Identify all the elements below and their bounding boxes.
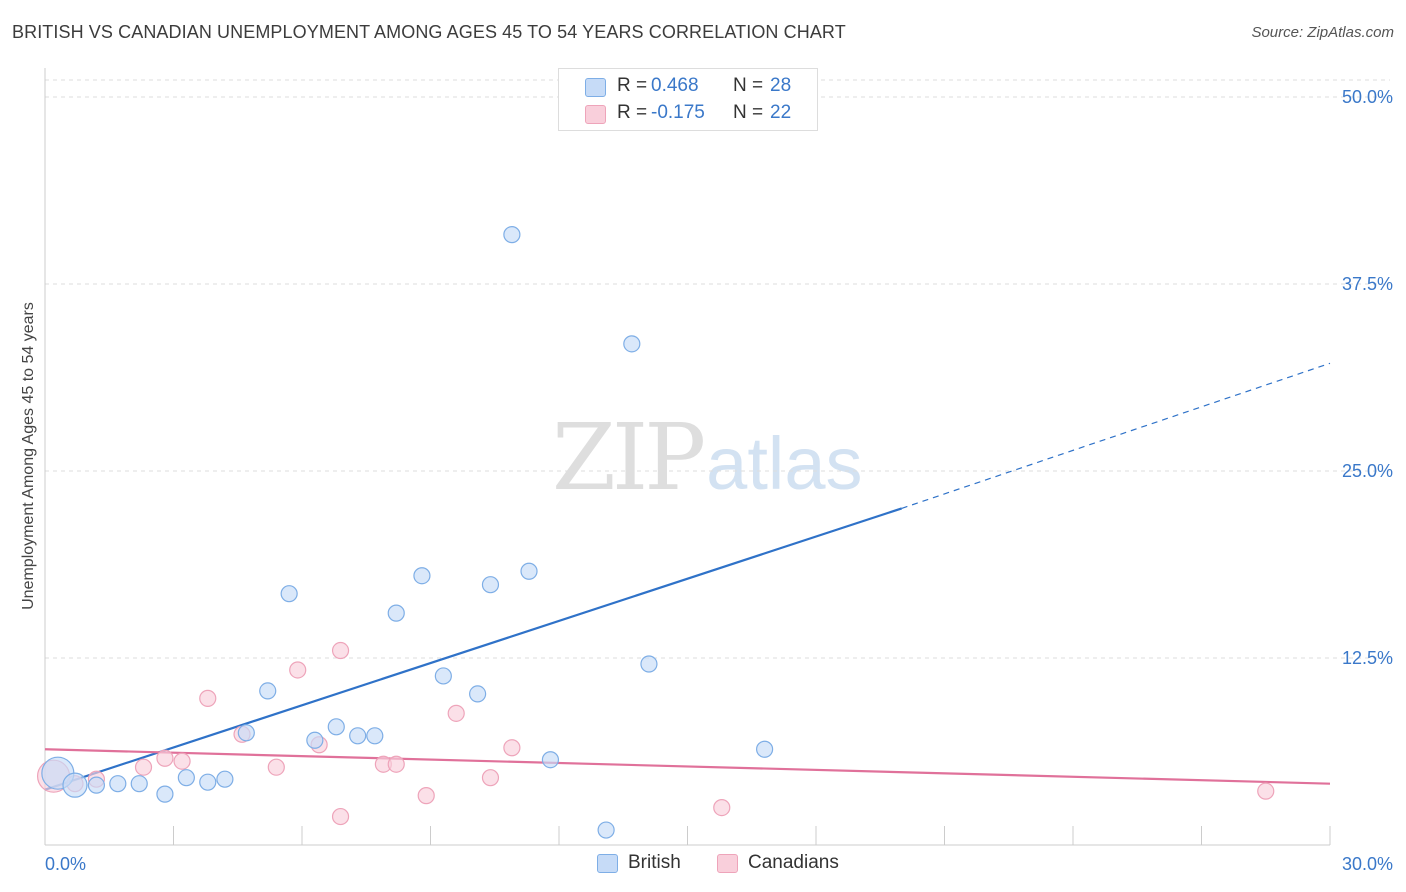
british-point	[413, 567, 431, 585]
axis-layer	[44, 68, 1331, 846]
watermark-zip: ZIP	[552, 404, 706, 511]
trend-line-layer	[44, 362, 1331, 791]
canadians-point	[156, 749, 174, 767]
y-axis-label: Unemployment Among Ages 45 to 54 years	[20, 302, 37, 610]
watermark-atlas: atlas	[706, 422, 863, 505]
canadians-point	[481, 769, 500, 787]
canadians-legend-label: Canadians	[748, 852, 839, 873]
canadians-point	[199, 689, 217, 707]
british-point	[259, 682, 277, 700]
british-point	[327, 718, 345, 736]
canadians-point	[713, 798, 731, 817]
canadians-point	[417, 787, 435, 805]
british-trend-extension	[901, 362, 1331, 509]
british-point	[755, 740, 774, 758]
british-point	[306, 731, 324, 749]
british-n-value: 28	[770, 75, 792, 96]
british-point	[366, 727, 384, 745]
canadians-point	[289, 661, 307, 679]
british-point	[541, 751, 560, 769]
british-point	[156, 785, 174, 803]
british-r-value: 0.468	[651, 75, 699, 96]
british-point	[237, 724, 255, 742]
canadians-legend-swatch	[717, 854, 738, 873]
correlation-legend: R = 0.468 N = 28 R = -0.175 N = 22	[558, 68, 818, 131]
canadians-r-label: R =	[617, 102, 648, 123]
canadians-trend-line	[44, 748, 1331, 785]
canadians-point	[134, 758, 153, 776]
british-legend-label: British	[628, 852, 681, 873]
canadians-point	[1257, 782, 1275, 800]
british-point	[623, 335, 641, 353]
british-n-label: N =	[733, 75, 764, 96]
canadians-n-label: N =	[733, 102, 764, 123]
canadians-point	[447, 704, 465, 722]
canadians-point	[387, 755, 405, 773]
y-tick-label: 12.5%	[1342, 648, 1393, 668]
watermark: ZIPatlas	[552, 404, 862, 511]
canadians-point	[331, 807, 350, 826]
canadians-point	[503, 739, 521, 757]
british-point	[109, 775, 127, 793]
legend-row-british: R = 0.468 N = 28	[559, 74, 817, 100]
grid-layer	[45, 79, 1390, 659]
british-point	[177, 769, 195, 787]
british-point	[87, 776, 106, 794]
y-tick-label: 37.5%	[1342, 274, 1393, 294]
y-tick-label: 50.0%	[1342, 87, 1393, 107]
source-credit: Source: ZipAtlas.com	[1251, 24, 1394, 41]
british-trend-line	[44, 507, 903, 791]
british-legend-swatch	[597, 854, 618, 873]
british-point	[640, 655, 658, 673]
british-point	[597, 821, 615, 839]
british-point	[280, 585, 298, 603]
british-point	[520, 562, 538, 580]
british-point	[216, 770, 234, 788]
legend-row-canadians: R = -0.175 N = 22	[559, 101, 817, 127]
british-point	[130, 775, 148, 793]
x-tick-label-min: 0.0%	[45, 854, 86, 874]
chart-title: BRITISH VS CANADIAN UNEMPLOYMENT AMONG A…	[12, 22, 846, 42]
british-point	[469, 685, 487, 703]
british-point	[503, 226, 521, 244]
tick-label-layer: 12.5% 25.0% 37.5% 50.0% 0.0% 30.0%	[45, 87, 1393, 874]
british-point	[199, 773, 217, 791]
x-tick-label-max: 30.0%	[1342, 854, 1393, 874]
point-layer	[36, 226, 1275, 839]
canadians-r-value: -0.175	[651, 102, 705, 123]
british-point	[62, 772, 88, 798]
canadians-point	[267, 758, 285, 776]
british-r-label: R =	[617, 75, 648, 96]
y-tick-label: 25.0%	[1342, 461, 1393, 481]
british-point	[387, 604, 405, 622]
canadians-point	[173, 752, 191, 770]
british-point	[434, 667, 452, 685]
canadians-n-value: 22	[770, 102, 792, 123]
canadians-swatch	[585, 105, 606, 124]
british-swatch	[585, 78, 606, 97]
british-point	[349, 727, 367, 745]
british-point	[481, 576, 500, 594]
canadians-point	[331, 641, 350, 660]
